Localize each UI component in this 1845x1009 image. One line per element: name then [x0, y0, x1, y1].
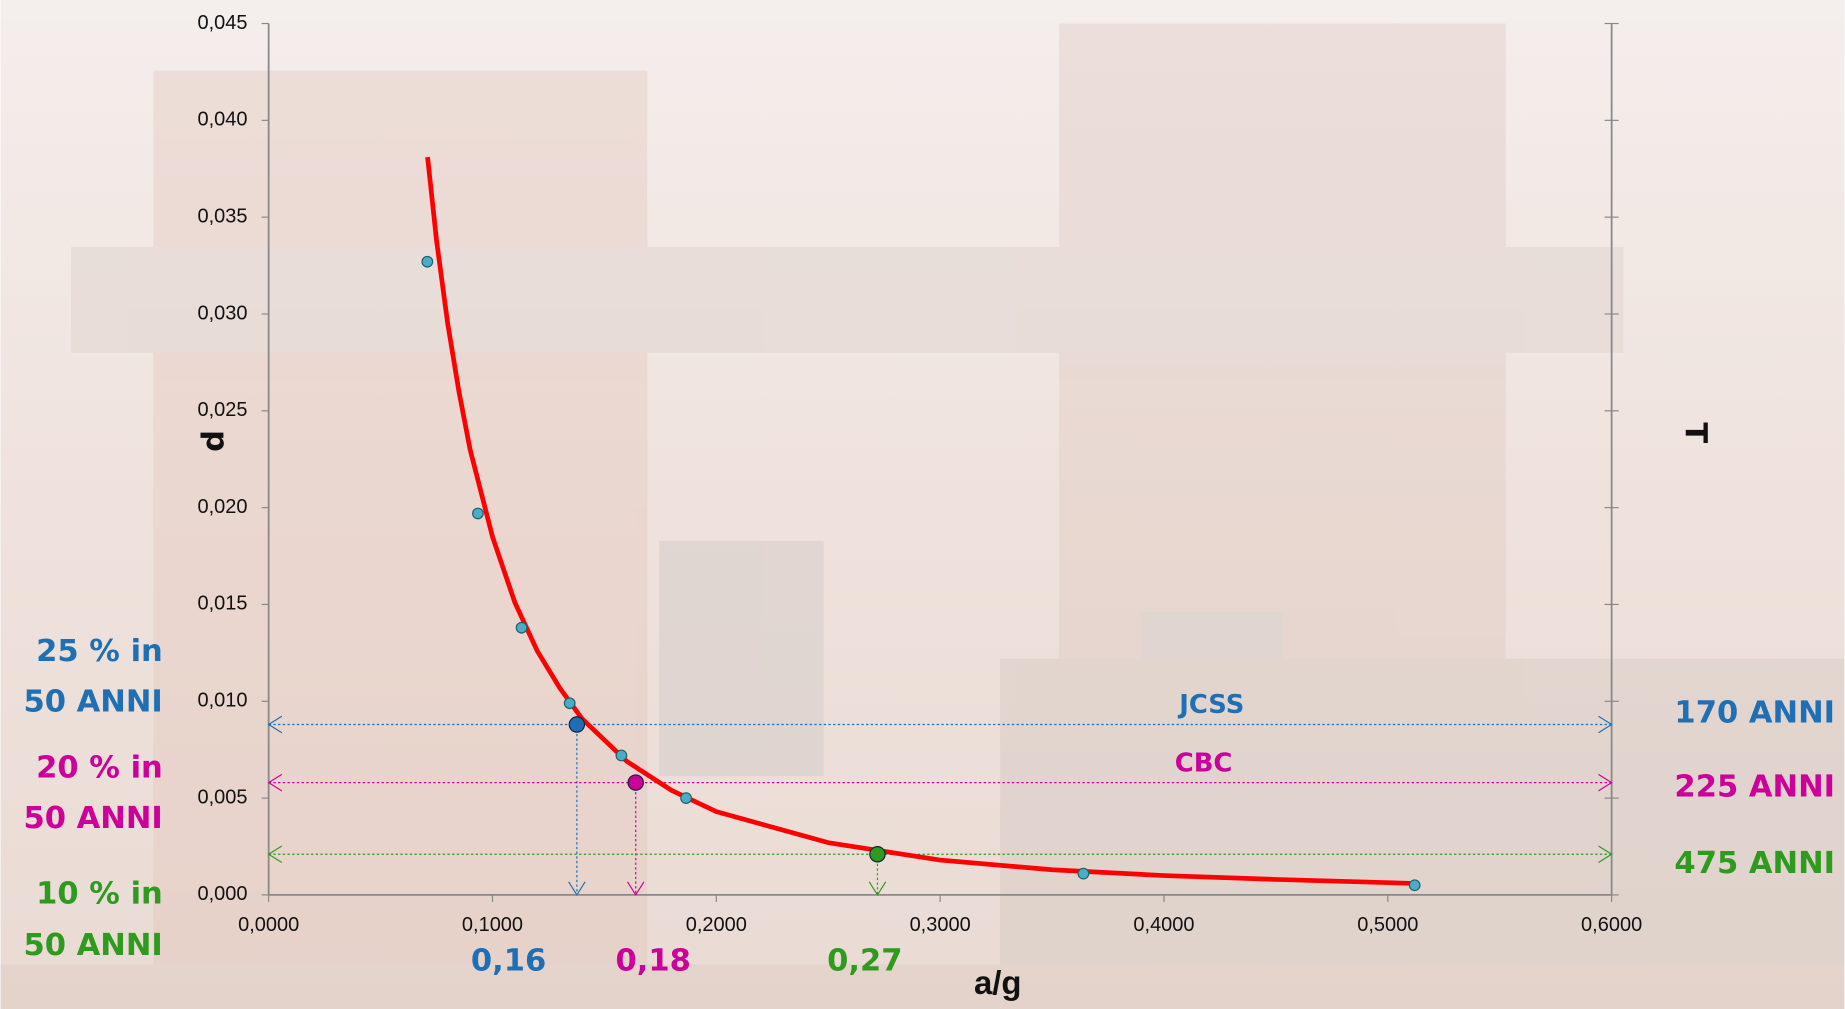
right-label: 225 ANNI	[1674, 769, 1835, 804]
x-tick-label: 0,2000	[686, 914, 747, 936]
x-tick-label: 0,6000	[1581, 914, 1642, 936]
y-axis-title: p	[199, 430, 234, 452]
y-tick-label: 0,025	[197, 399, 247, 421]
x-value-label: 0,18	[615, 943, 690, 978]
y-tick-label: 0,015	[197, 593, 247, 615]
left-label: 10 % in	[36, 876, 163, 911]
x-value-label: 0,27	[827, 943, 902, 978]
right-label: 475 ANNI	[1674, 846, 1835, 881]
y-tick-label: 0,005	[197, 786, 247, 808]
data-point	[616, 750, 627, 761]
data-point	[1409, 880, 1420, 891]
x-tick-label: 0,3000	[910, 914, 971, 936]
page: {"chart_data": { "type": "scatter", "y_l…	[0, 0, 1845, 1009]
data-point	[564, 698, 575, 709]
marker-point	[569, 717, 584, 732]
x-tick-label: 0,1000	[462, 914, 523, 936]
data-point	[1078, 868, 1089, 879]
data-point	[681, 793, 692, 804]
marker-point	[870, 847, 885, 862]
chart: p T a/g 0,000 0,005 0,010 0,015 0,020 0,025 0,…	[0, 0, 1845, 1009]
x-tick-label: 0,0000	[238, 914, 299, 936]
y-tick-label: 0,030	[197, 302, 247, 324]
data-point	[473, 508, 484, 519]
left-label: 25 % in	[36, 634, 163, 669]
left-label: 50 ANNI	[23, 801, 162, 836]
y-tick-label: 0,020	[197, 496, 247, 518]
y2-axis-title: T	[1677, 422, 1712, 443]
y-tick-label: 0,000	[197, 883, 247, 905]
x-tick-label: 0,4000	[1133, 914, 1194, 936]
left-label: 20 % in	[36, 751, 163, 786]
data-point	[516, 622, 527, 633]
marker-point	[628, 775, 643, 790]
x-tick-label: 0,5000	[1357, 914, 1418, 936]
data-point	[422, 256, 433, 267]
y-tick-label: 0,040	[197, 109, 247, 131]
y-tick-label: 0,010	[197, 690, 247, 712]
left-label: 50 ANNI	[23, 928, 162, 963]
left-label: 50 ANNI	[23, 685, 162, 720]
right-label: 170 ANNI	[1674, 695, 1835, 730]
y-tick-label: 0,035	[197, 205, 247, 227]
reference-label: JCSS	[1177, 690, 1244, 720]
x-axis-title: a/g	[974, 964, 1022, 1001]
y-tick-label: 0,045	[197, 12, 247, 34]
reference-label: CBC	[1175, 748, 1233, 778]
x-value-label: 0,16	[471, 943, 546, 978]
